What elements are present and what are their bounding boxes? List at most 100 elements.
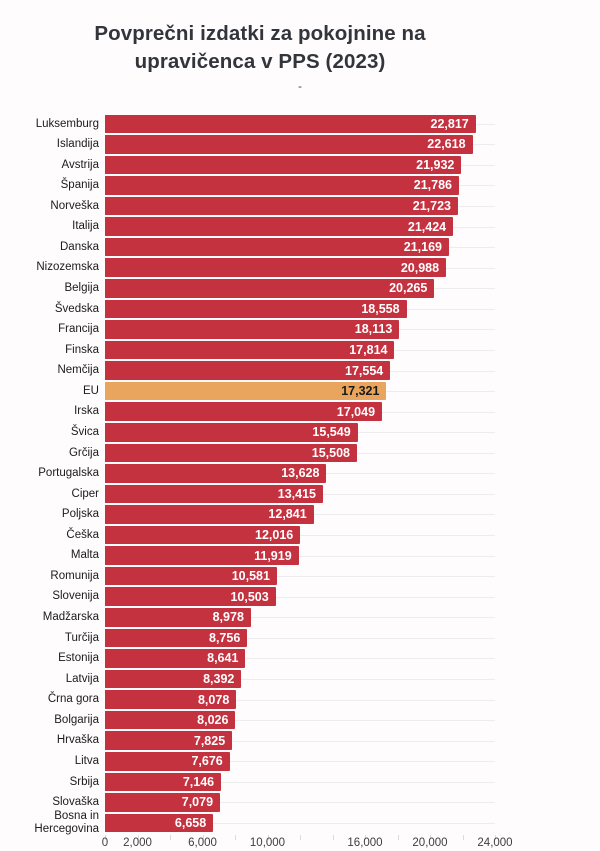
bar-value-label: 17,321: [341, 384, 380, 399]
bar-value-label: 13,628: [281, 466, 320, 481]
bar-rows: Luksemburg 22,817 Islandija 22,618 Avstrija 2…: [0, 114, 600, 835]
bar: 8,078: [105, 690, 237, 709]
bar-track: 8,978: [105, 607, 495, 628]
row-label: Italija: [72, 220, 99, 233]
bar-track: 7,825: [105, 730, 495, 751]
bar-value-label: 22,618: [427, 137, 466, 152]
bar-row: Litva 7,676: [0, 751, 600, 772]
bar-track: 8,078: [105, 689, 495, 710]
bar-track: 21,723: [105, 196, 495, 217]
bar-value-label: 18,558: [361, 301, 400, 316]
bar-row: Estonija 8,641: [0, 648, 600, 669]
bar-row: EU 17,321: [0, 381, 600, 402]
row-label: Finska: [65, 343, 99, 356]
bar-track: 13,628: [105, 463, 495, 484]
bar-track: 7,079: [105, 792, 495, 813]
row-label: Norveška: [50, 199, 99, 212]
bar-highlight: 17,321: [105, 381, 387, 401]
bar: 8,756: [105, 628, 248, 648]
bar-row: Češka 12,016: [0, 525, 600, 546]
bar: 8,392: [105, 669, 242, 689]
bar-track: 8,756: [105, 628, 495, 649]
row-label: Litva: [74, 754, 99, 767]
row-label: Srbija: [69, 775, 99, 788]
bar-track: 18,113: [105, 319, 495, 340]
x-tick-label: 0: [101, 837, 109, 849]
bar-value-label: 7,146: [182, 774, 215, 789]
bar: 17,049: [105, 402, 383, 421]
bar: 17,554: [105, 361, 391, 380]
bar-track: 10,503: [105, 586, 495, 607]
bar-track: 22,817: [105, 114, 495, 135]
x-tick-mark: [397, 835, 399, 840]
row-line: [105, 576, 495, 578]
row-line: [105, 740, 495, 742]
x-tick-mark: [332, 835, 334, 840]
bar: 12,841: [105, 505, 314, 524]
bar: 15,549: [105, 422, 358, 442]
bar: 21,786: [105, 176, 460, 195]
bar-track: 21,169: [105, 237, 495, 258]
bar-track: 20,988: [105, 257, 495, 278]
bar-value-label: 15,508: [311, 445, 350, 460]
x-tick-label: 16,000: [347, 837, 383, 849]
bar-value-label: 13,415: [277, 486, 316, 501]
x-tick-mark: [105, 835, 106, 840]
row-label: Ciper: [71, 487, 99, 500]
row-label: Španija: [60, 179, 99, 192]
bar-value-label: 12,841: [268, 507, 307, 522]
bar-track: 8,641: [105, 648, 495, 669]
bar-row: Nemčija 17,554: [0, 360, 600, 381]
x-tick-label: 10,000: [249, 837, 286, 849]
bar-value-label: 7,079: [181, 795, 214, 810]
bar: 7,146: [105, 772, 222, 792]
row-line: [105, 678, 495, 680]
bar: 10,503: [105, 587, 276, 606]
bar: 8,978: [105, 608, 251, 627]
bar-track: 13,415: [105, 484, 495, 505]
bar-value-label: 11,919: [254, 548, 292, 563]
bar-row: Madžarska 8,978: [0, 607, 600, 628]
bar-track: 22,618: [105, 134, 495, 155]
row-label: Madžarska: [42, 611, 99, 624]
row-line: [105, 781, 495, 783]
bar-row: Švedska 18,558: [0, 299, 600, 320]
bar: 7,079: [105, 793, 221, 812]
bar-value-label: 20,265: [389, 281, 428, 296]
bar-value-label: 15,549: [312, 425, 351, 440]
row-label: Slovenija: [52, 590, 99, 603]
bar: 20,265: [105, 279, 435, 298]
row-label: Francija: [58, 323, 99, 336]
bar-track: 12,841: [105, 504, 495, 525]
bar-value-label: 21,786: [413, 178, 453, 193]
bar: 17,814: [105, 340, 395, 360]
x-tick-mark: [300, 835, 301, 840]
row-line: [105, 720, 495, 722]
bar-row: Belgija 20,265: [0, 278, 600, 299]
bar-row: Finska 17,814: [0, 340, 600, 361]
x-tick-label: 6,000: [188, 837, 217, 849]
bar-value-label: 21,424: [407, 219, 447, 234]
row-label: Češka: [66, 528, 99, 541]
bar-row: Luksemburg 22,817: [0, 114, 600, 135]
bar-row: Malta 11,919: [0, 545, 600, 566]
bar-value-label: 7,676: [191, 754, 223, 769]
bar-row: Črna gora 8,078: [0, 689, 600, 710]
bar: 12,016: [105, 525, 301, 545]
bar: 21,424: [105, 217, 454, 236]
bar-track: 7,676: [105, 751, 495, 772]
row-line: [105, 761, 495, 763]
row-label: Nizozemska: [36, 261, 99, 274]
row-line: [105, 658, 495, 660]
bar: 11,919: [105, 546, 299, 565]
row-line: [105, 699, 495, 701]
x-tick-mark: [365, 835, 366, 840]
bar: 7,676: [105, 751, 230, 771]
row-label: Romunija: [50, 569, 99, 582]
x-tick-mark: [430, 835, 431, 840]
bar-track: 21,424: [105, 216, 495, 237]
bar-row: Irska 17,049: [0, 401, 600, 422]
x-tick-mark: [235, 835, 236, 840]
row-label: Bolgarija: [54, 713, 99, 726]
bar-row: Turčija 8,756: [0, 628, 600, 649]
